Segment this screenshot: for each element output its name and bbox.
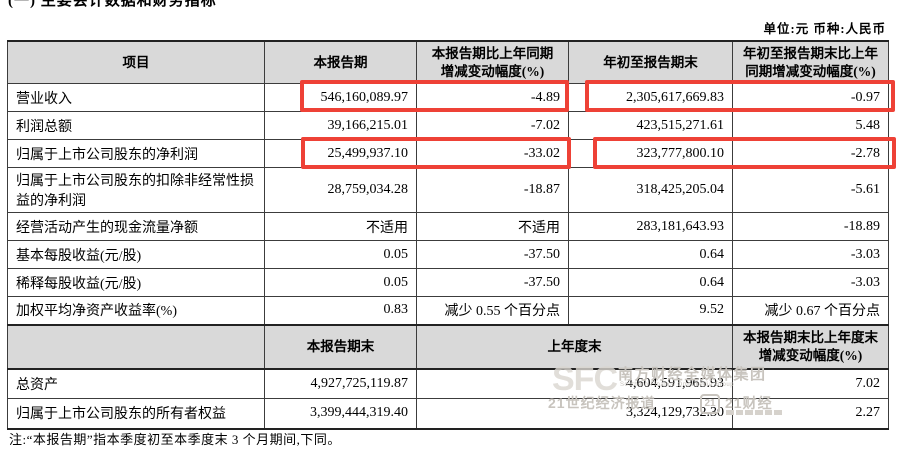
table-header-row-2: 本报告期末 上年度末 本报告期末比上年度末 增减变动幅度(%) (7, 323, 889, 370)
col-header-period-end-change: 本报告期末比上年度末 增减变动幅度(%) (732, 323, 889, 370)
value-ytd-change: -5.61 (732, 167, 889, 213)
value-ytd-change: 5.48 (732, 111, 889, 140)
col-header-current-period: 本报告期 (264, 40, 417, 84)
table-row-diluted-eps: 稀释每股收益(元/股) 0.05 -37.50 0.64 -3.03 (7, 268, 889, 297)
col-header-period-end: 本报告期末 (264, 323, 417, 370)
value-ytd: 283,181,643.93 (568, 212, 733, 241)
table-row-equity: 归属于上市公司股东的所有者权益 3,399,444,319.40 3,324,1… (7, 398, 889, 429)
col-header-empty (7, 323, 265, 370)
value-current-change: -18.87 (416, 167, 569, 213)
footnote: 注:“本报告期”指本季度初至本季度末 3 个月期间,下同。 (9, 432, 341, 447)
value-ytd: 0.64 (568, 240, 733, 269)
table-row-net-profit-excl-nonrecurring: 归属于上市公司股东的扣除非经常性损益的净利润 28,759,034.28 -18… (7, 167, 889, 213)
row-label: 经营活动产生的现金流量净额 (7, 212, 265, 241)
col-header-current-change: 本报告期比上年同期 增减变动幅度(%) (416, 40, 569, 84)
value-prev-year-end: 3,324,129,732.30 (416, 398, 733, 429)
value-period-end: 4,927,725,119.87 (264, 368, 417, 399)
value-ytd: 423,515,271.61 (568, 111, 733, 140)
highlight-box-netprofit-ytd (593, 137, 896, 169)
table-row-total-profit: 利润总额 39,166,215.01 -7.02 423,515,271.61 … (7, 111, 889, 140)
value-current-change: -37.50 (416, 240, 569, 269)
value-current-change: -37.50 (416, 268, 569, 297)
value-current-change: 不适用 (416, 212, 569, 241)
table-row-weighted-avg-roe: 加权平均净资产收益率(%) 0.83 减少 0.55 个百分点 9.52 减少 … (7, 296, 889, 325)
value-current: 0.05 (264, 268, 417, 297)
table-row-total-assets: 总资产 4,927,725,119.87 4,604,591,965.93 7.… (7, 368, 889, 399)
value-ytd: 318,425,205.04 (568, 167, 733, 213)
highlight-box-revenue-ytd (585, 80, 895, 112)
value-ytd-change: -3.03 (732, 268, 889, 297)
row-label: 归属于上市公司股东的扣除非经常性损益的净利润 (7, 167, 265, 213)
value-ytd: 0.64 (568, 268, 733, 297)
value-current-change: -4.89 (416, 83, 569, 112)
value-ytd: 2,305,617,669.83 (568, 83, 733, 112)
highlight-box-netprofit-current (301, 137, 571, 169)
col-header-prev-year-end: 上年度末 (416, 323, 733, 370)
value-change: 2.27 (732, 398, 889, 429)
col-header-ytd: 年初至报告期末 (568, 40, 733, 84)
value-current-change: -33.02 (416, 139, 569, 168)
col-header-ytd-change: 年初至报告期末比上年 同期增减变动幅度(%) (732, 40, 889, 84)
value-ytd-change: -18.89 (732, 212, 889, 241)
value-ytd-change: -3.03 (732, 240, 889, 269)
row-label: 加权平均净资产收益率(%) (7, 296, 265, 325)
value-current: 0.83 (264, 296, 417, 325)
row-label: 归属于上市公司股东的所有者权益 (7, 398, 265, 429)
value-current: 546,160,089.97 (264, 83, 417, 112)
value-period-end: 3,399,444,319.40 (264, 398, 417, 429)
value-current: 28,759,034.28 (264, 167, 417, 213)
value-current: 39,166,215.01 (264, 111, 417, 140)
value-prev-year-end: 4,604,591,965.93 (416, 368, 733, 399)
table-header-row-1: 项目 本报告期 本报告期比上年同期 增减变动幅度(%) 年初至报告期末 年初至报… (7, 40, 889, 84)
row-label: 营业收入 (7, 83, 265, 112)
col-header-item: 项目 (7, 40, 265, 84)
highlight-box-revenue-current (300, 80, 569, 112)
value-current: 0.05 (264, 240, 417, 269)
row-label: 归属于上市公司股东的净利润 (7, 139, 265, 168)
row-label: 利润总额 (7, 111, 265, 140)
value-change: 7.02 (732, 368, 889, 399)
value-current-change: -7.02 (416, 111, 569, 140)
value-current: 不适用 (264, 212, 417, 241)
table-row-operating-cash-flow: 经营活动产生的现金流量净额 不适用 不适用 283,181,643.93 -18… (7, 212, 889, 241)
row-label: 总资产 (7, 368, 265, 399)
value-current-change: 减少 0.55 个百分点 (416, 296, 569, 325)
financial-indicators-table: 项目 本报告期 本报告期比上年同期 增减变动幅度(%) 年初至报告期末 年初至报… (7, 40, 889, 430)
page-title: (一) 主要会计数据和财务指标 (8, 0, 217, 9)
value-ytd-change: 减少 0.67 个百分点 (732, 296, 889, 325)
row-label: 基本每股收益(元/股) (7, 240, 265, 269)
value-ytd: 9.52 (568, 296, 733, 325)
financial-indicators-table-wrap: 项目 本报告期 本报告期比上年同期 增减变动幅度(%) 年初至报告期末 年初至报… (7, 40, 889, 430)
table-row-basic-eps: 基本每股收益(元/股) 0.05 -37.50 0.64 -3.03 (7, 240, 889, 269)
unit-currency-note: 单位:元 币种:人民币 (763, 22, 886, 36)
row-label: 稀释每股收益(元/股) (7, 268, 265, 297)
